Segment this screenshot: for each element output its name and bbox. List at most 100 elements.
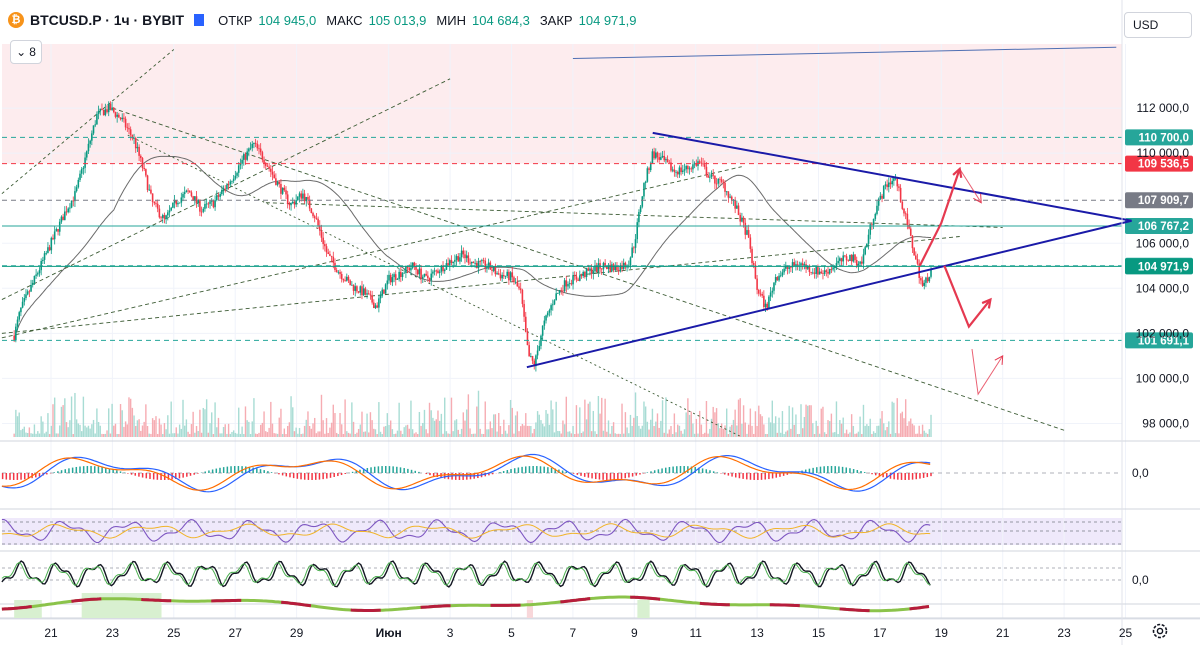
candle-body <box>53 231 56 240</box>
candle-body <box>771 290 774 293</box>
volume-bar <box>194 432 196 437</box>
candle-body <box>241 159 243 164</box>
macd-histogram-bar <box>631 473 634 477</box>
candle-body <box>231 180 233 182</box>
flag-icon[interactable] <box>194 14 205 26</box>
candle-body <box>79 173 81 180</box>
macd-histogram-bar <box>709 470 711 473</box>
candle-body <box>293 201 296 205</box>
volume-bar <box>587 403 589 437</box>
candle-body <box>345 276 348 281</box>
candle-body <box>270 168 272 172</box>
volume-bar <box>229 433 231 437</box>
volume-bar <box>281 433 284 437</box>
trend-guide-line <box>265 202 1003 228</box>
volume-bar <box>727 434 730 437</box>
volume-bar <box>82 396 85 437</box>
volume-bar <box>160 424 162 437</box>
candle-body <box>876 205 878 214</box>
volume-bar <box>705 401 708 437</box>
macd-histogram-bar <box>462 473 464 480</box>
volume-bar <box>837 433 839 437</box>
time-tick-label: 7 <box>570 626 577 640</box>
volume-bar <box>143 421 145 437</box>
candle-body <box>621 265 623 270</box>
volume-bar <box>320 394 323 437</box>
volume-bar <box>536 411 539 437</box>
volume-bar <box>435 419 437 437</box>
volume-bar <box>430 410 432 437</box>
candle-body <box>898 186 900 188</box>
macd-histogram-bar <box>12 473 15 480</box>
indicators-toggle-button[interactable]: ⌄ 8 <box>10 40 42 64</box>
candle-body <box>190 192 193 197</box>
volume-bar <box>433 420 436 437</box>
candle-body <box>396 279 399 280</box>
volume-bar <box>153 420 156 437</box>
time-tick-label: 29 <box>290 626 304 640</box>
volume-bar <box>812 423 814 437</box>
volume-bar <box>731 424 733 437</box>
candle-body <box>151 193 154 202</box>
candle-body <box>585 268 588 277</box>
price-tick-label: 100 000,0 <box>1136 371 1190 385</box>
volume-bar <box>617 433 620 437</box>
candle-body <box>226 184 228 190</box>
candle-body <box>476 262 478 269</box>
candle-body <box>141 158 144 168</box>
volume-bar <box>253 398 255 437</box>
volume-bar <box>668 429 670 437</box>
volume-bar <box>796 433 799 437</box>
candle-body <box>881 195 883 199</box>
volume-bar <box>525 413 527 437</box>
volume-bar <box>702 433 704 437</box>
volume-bar <box>751 425 753 437</box>
candle-body <box>170 207 172 211</box>
volume-bar <box>15 409 17 437</box>
macd-histogram-bar <box>823 466 825 473</box>
candle-body <box>891 180 893 185</box>
volume-bar <box>347 432 350 437</box>
candle-body <box>253 142 255 144</box>
candle-body <box>567 284 569 287</box>
chevron-down-icon: ⌄ <box>16 45 27 59</box>
time-tick-label: 3 <box>447 626 454 640</box>
symbol-label[interactable]: BTCUSD.P · 1ч · BYBIT <box>30 12 185 28</box>
candle-body <box>403 272 406 274</box>
volume-bar <box>737 399 740 437</box>
volume-bar <box>589 401 591 437</box>
candle-body <box>641 196 644 207</box>
candle-body <box>315 218 318 219</box>
currency-button[interactable]: USD <box>1124 12 1192 38</box>
candle-body <box>101 108 103 111</box>
macd-histogram-bar <box>926 473 929 478</box>
volume-bar <box>491 428 493 437</box>
macd-histogram-bar <box>488 473 490 476</box>
volume-bar <box>722 428 725 437</box>
volume-bar <box>232 430 235 437</box>
candle-body <box>421 276 424 279</box>
volume-bar <box>312 423 314 437</box>
volume-bar <box>834 432 836 437</box>
candle-body <box>557 293 559 294</box>
candle-body <box>400 271 402 278</box>
volume-bar <box>251 421 253 437</box>
price-tick-label: 112 000,0 <box>1137 101 1190 115</box>
close-value: 104 971,9 <box>578 12 637 28</box>
volume-bar <box>275 433 277 437</box>
volume-bar <box>226 433 228 437</box>
gear-icon[interactable] <box>1150 621 1170 641</box>
candlestick-series <box>13 101 932 372</box>
candle-body <box>857 263 860 266</box>
macd-histogram-bar <box>525 466 527 473</box>
candle-body <box>896 177 899 187</box>
candle-body <box>114 112 117 117</box>
macd-histogram-bar <box>410 469 413 473</box>
volume-bar <box>89 428 91 437</box>
candle-body <box>604 262 606 267</box>
arrow-head <box>973 193 982 204</box>
volume-bar <box>624 412 627 437</box>
volume-bar <box>124 421 127 437</box>
candle-body <box>580 275 583 277</box>
